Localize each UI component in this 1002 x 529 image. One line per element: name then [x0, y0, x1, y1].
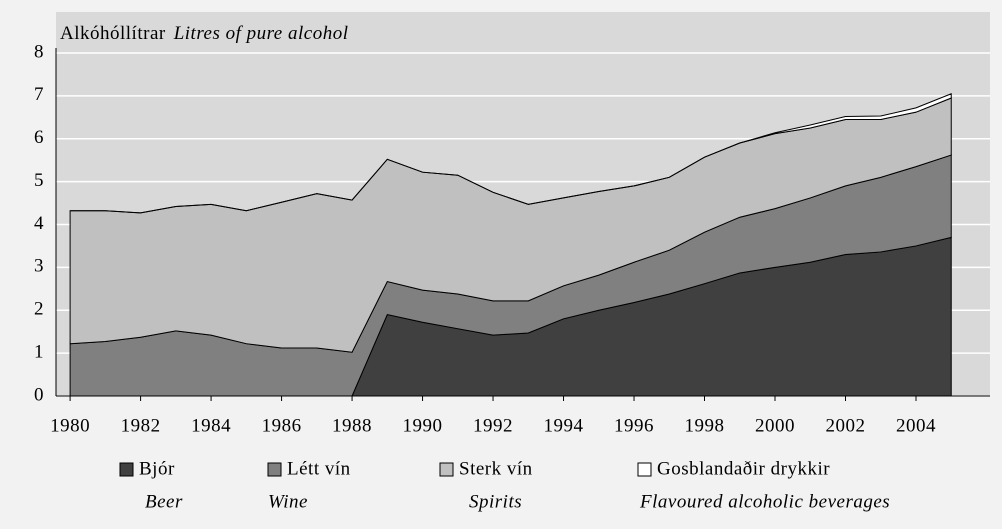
y-tick-label: 4: [34, 213, 44, 234]
x-tick-label: 2004: [896, 415, 936, 436]
legend-label: Bjór: [139, 458, 175, 479]
y-tick-label: 3: [34, 256, 44, 277]
x-tick-label: 1992: [473, 415, 513, 436]
x-tick-label: 2000: [755, 415, 795, 436]
x-tick-label: 1980: [50, 415, 90, 436]
area: [70, 92, 952, 214]
legend-label-en: Beer: [145, 491, 183, 512]
legend-swatch: [267, 462, 282, 477]
x-tick-label: 1988: [332, 415, 372, 436]
legend-swatch: [119, 462, 134, 477]
legend-label-en: Wine: [268, 491, 308, 512]
x-tick-label: 2002: [825, 415, 865, 436]
x-tick-label: 1982: [121, 415, 161, 436]
x-tick-label: 1984: [191, 415, 231, 436]
y-tick-label: 5: [34, 170, 44, 191]
y-tick-label: 6: [34, 127, 44, 148]
y-tick-label: 2: [34, 299, 44, 320]
y-tick-label: 7: [34, 84, 44, 105]
x-tick-label: 1994: [544, 415, 584, 436]
legend-label: Sterk vín: [459, 458, 533, 479]
legend-label: Gosblandaðir drykkir: [657, 458, 830, 479]
y-tick-label: 0: [34, 384, 44, 405]
x-tick-label: 1990: [403, 415, 443, 436]
x-tick-label: 1998: [685, 415, 725, 436]
y-tick-label: 1: [34, 341, 44, 362]
legend-label: Létt vín: [287, 458, 351, 479]
legend-label-en: Spirits: [469, 491, 522, 512]
x-tick-label: 1996: [614, 415, 654, 436]
legend-swatch: [439, 462, 454, 477]
legend-label-en: Flavoured alcoholic beverages: [639, 491, 890, 512]
x-tick-label: 1986: [262, 415, 302, 436]
y-tick-label: 8: [34, 41, 44, 62]
legend-swatch: [637, 462, 652, 477]
y-axis-label: Alkóhóllítrar Litres of pure alcohol: [60, 23, 349, 44]
